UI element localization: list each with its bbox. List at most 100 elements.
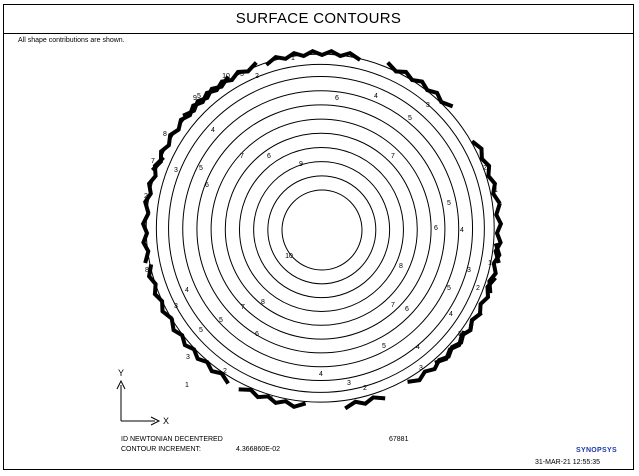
aperture-edge-segment [386,61,454,109]
contour-label: 5 [199,165,203,172]
contour-label: 3 [186,354,190,361]
y-axis-arrowhead [116,379,126,390]
aperture-edge-segment [143,155,165,215]
contour-label: 2 [476,285,480,292]
contour-label: 5 [382,343,386,350]
contour-label: 8 [261,299,265,306]
contour-label: 3 [458,331,462,338]
contour-label: 10 [285,253,293,260]
timestamp: 31-MAR-21 12:55:35 [535,459,600,466]
aperture-edge-segments [140,48,504,411]
contour-ring [145,53,495,403]
contour-label: 6 [335,95,339,102]
contour-label: 5 [447,285,451,292]
contour-label: 5 [408,115,412,122]
aperture-edge-segment [150,61,258,172]
contour-increment-value: 4.366860E-02 [236,446,280,453]
contour-label: 3 [174,167,178,174]
contour-ring [210,118,432,340]
contour-label: 4 [185,287,189,294]
contour-label: 6 [267,153,271,160]
synopsys-logo: SYNOPSYS [576,447,617,454]
contour-label: 2 [363,385,367,392]
contour-label: 4 [460,227,464,234]
aperture-edge-segment [487,242,502,294]
contour-label: 1 [185,382,189,389]
contour-ring [267,175,377,285]
contour-label: 6 [434,225,438,232]
contour-ring [224,132,418,326]
contour-label: 2 [144,193,148,200]
contour-label: 6 [205,182,209,189]
aperture-edge-segment [169,317,230,385]
contour-label: 9 [299,161,303,168]
contour-label: 2 [255,73,259,80]
aperture-edge-segment [344,395,386,411]
contour-ring [281,189,363,271]
contour-label: 1 [291,55,295,62]
contour-ring [182,90,460,368]
contour-rings [145,53,495,403]
aperture-edge-segment [434,311,483,365]
contour-label: 9 [193,95,197,102]
contour-label: 4 [319,371,323,378]
y-axis-label: Y [118,368,124,378]
contour-label: 3 [240,71,244,78]
contour-label: 7 [391,302,395,309]
contour-label: 8 [399,263,403,270]
contour-ring [253,161,391,299]
x-axis-label: X [163,416,169,426]
contour-label: 7 [391,153,395,160]
shape-note: All shape contributions are shown. [18,37,125,44]
contour-label: 4 [374,93,378,100]
contour-label: 3 [467,267,471,274]
contour-label: 3 [174,303,178,310]
aperture-edge-segment [470,139,502,205]
contour-increment-label: CONTOUR INCREMENT: [121,446,201,453]
plot-title: SURFACE CONTOURS [235,10,402,27]
aperture-edge-segment [265,48,362,67]
frame-border [3,4,634,470]
x-axis-arrowhead [150,416,161,426]
aperture-edge-segment [238,387,307,409]
title-band: SURFACE CONTOURS [3,4,634,34]
contour-label: 1 [494,187,498,194]
contour-label: 1 [488,260,492,267]
contour-label: 10 [222,73,230,80]
contour-label: 5 [199,327,203,334]
surface-id-text: ID NEWTONIAN DECENTERED [121,436,223,443]
contour-label: 7 [240,153,244,160]
contour-ring [168,76,474,382]
surface-number: 67881 [389,436,409,443]
contour-label: 6 [405,306,409,313]
contour-label: 2 [223,368,227,375]
axis-indicator [116,379,161,426]
contour-label: 6 [255,331,259,338]
aperture-edge-segment [493,202,504,264]
contour-ring [196,104,446,354]
contour-label: 7 [151,158,155,165]
contour-label: 7 [241,304,245,311]
contour-label: 5 [447,200,451,207]
contour-label: 4 [211,127,215,134]
contour-ring [155,63,485,393]
aperture-edge-segment [182,75,230,118]
contour-label: 8 [163,131,167,138]
aperture-edge-segment [140,212,151,264]
contour-label: 8 [145,267,149,274]
contour-labels: 10 10 9 8 8 8 8 7 7 7 7 7 6 6 6 6 6 6 5 5 5 5 5 5 5 5 4 4 4 4 4 4 4 3 3 3 3 3… [144,55,498,403]
contour-label: 4 [416,344,420,351]
contour-label: 3 [419,365,423,372]
contour-ring [238,146,404,312]
contour-label: 3 [347,380,351,387]
contour-label: 1 [270,396,274,403]
contour-label: 5 [197,93,201,100]
contour-label: 5 [219,317,223,324]
contour-label: 3 [426,102,430,109]
contour-label: 1 [446,352,450,359]
aperture-edge-segment [146,264,174,321]
contour-label: 2 [483,165,487,172]
contour-label: 4 [449,311,453,318]
